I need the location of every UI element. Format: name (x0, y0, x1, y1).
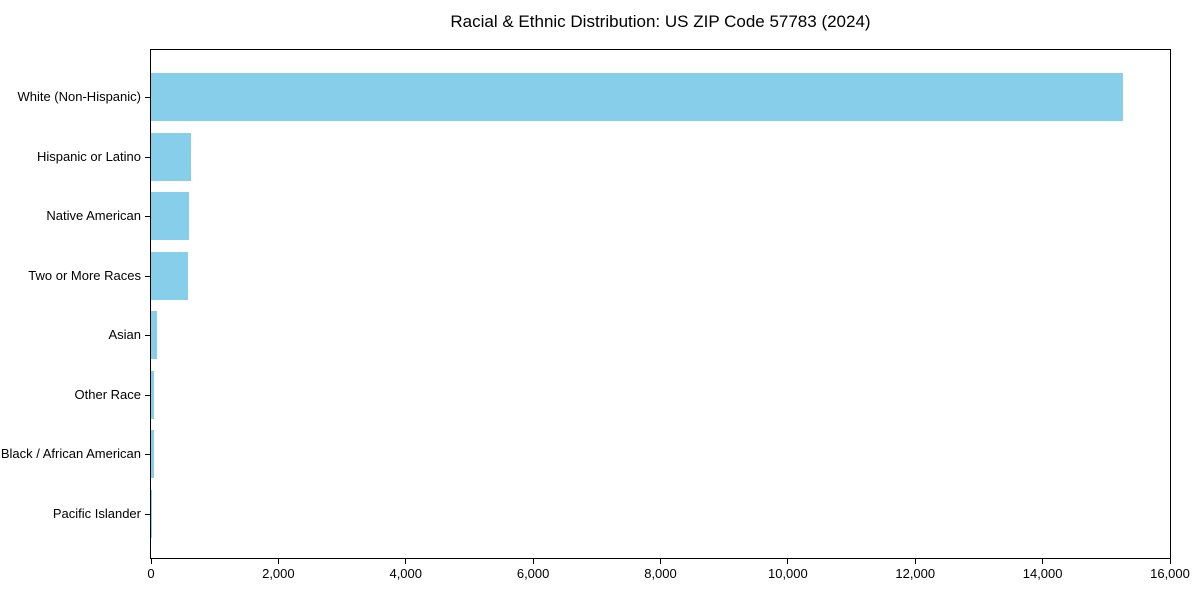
x-axis-tick (405, 559, 407, 564)
y-axis-label: Black / African American (0, 446, 141, 462)
y-axis-tick (145, 216, 150, 218)
y-axis-tick (145, 513, 150, 515)
x-axis-label: 0 (147, 566, 155, 581)
y-axis-label: Other Race (74, 386, 141, 402)
x-axis-tick (787, 559, 789, 564)
bar-hispanic-or-latino (151, 132, 192, 181)
y-axis-tick (145, 97, 150, 98)
y-axis-label: White (Non-Hispanic) (17, 89, 141, 104)
bar-black-african-american (151, 430, 154, 479)
y-axis-label: Two or More Races (28, 267, 141, 283)
x-axis-tick (150, 559, 152, 564)
x-axis-label: 10,000 (767, 566, 808, 581)
x-axis-tick (1042, 559, 1044, 564)
x-axis-tick (914, 559, 916, 564)
y-axis-label: Hispanic or Latino (36, 148, 141, 164)
bar-native-american (151, 192, 190, 241)
chart-title: Racial & Ethnic Distribution: US ZIP Cod… (450, 12, 871, 31)
bar-asian (151, 311, 157, 360)
bar-two-or-more-races (151, 251, 188, 300)
x-axis-tick (1169, 559, 1171, 564)
x-axis-label: 4,000 (389, 566, 423, 581)
x-axis-tick (277, 559, 279, 564)
x-axis-tick (660, 559, 661, 564)
y-axis-tick (145, 454, 150, 456)
bar-pacific-islander (151, 489, 152, 538)
y-axis-tick (145, 275, 150, 277)
bar-white-non-hispanic (151, 73, 1123, 121)
x-axis-tick (532, 559, 534, 564)
x-axis-label: 2,000 (262, 566, 295, 581)
bar-other-race (151, 370, 154, 419)
y-axis-label: Pacific Islander (52, 505, 141, 521)
y-axis-tick (145, 335, 150, 337)
y-axis-label: Native American (46, 208, 141, 224)
plot-area (150, 49, 1171, 559)
x-axis-label: 12,000 (895, 566, 936, 581)
x-axis-label: 6,000 (516, 566, 550, 581)
y-axis-label: Asian (108, 327, 141, 343)
x-axis-label: 16,000 (1150, 566, 1190, 581)
x-axis-label: 14,000 (1022, 566, 1063, 581)
y-axis-tick (145, 156, 150, 158)
y-axis-tick (145, 394, 150, 396)
x-axis-label: 8,000 (644, 566, 677, 581)
